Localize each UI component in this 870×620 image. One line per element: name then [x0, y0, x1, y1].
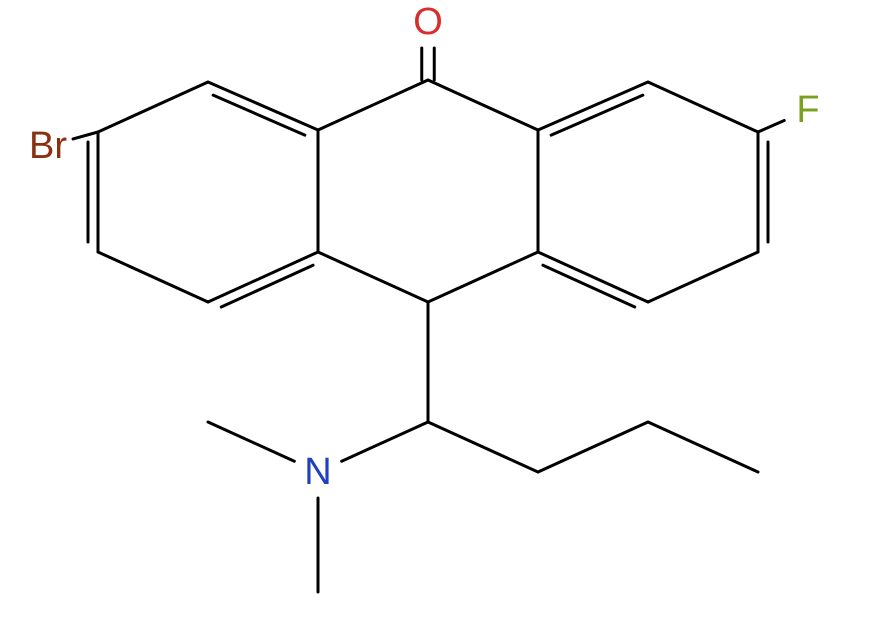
- atom-label-n: N: [304, 451, 331, 493]
- atom-label-o: O: [413, 1, 443, 43]
- molecule-diagram: O F Br N: [0, 0, 870, 620]
- canvas-background: [0, 0, 870, 620]
- atom-label-f: F: [796, 89, 819, 131]
- atom-label-br: Br: [29, 125, 67, 167]
